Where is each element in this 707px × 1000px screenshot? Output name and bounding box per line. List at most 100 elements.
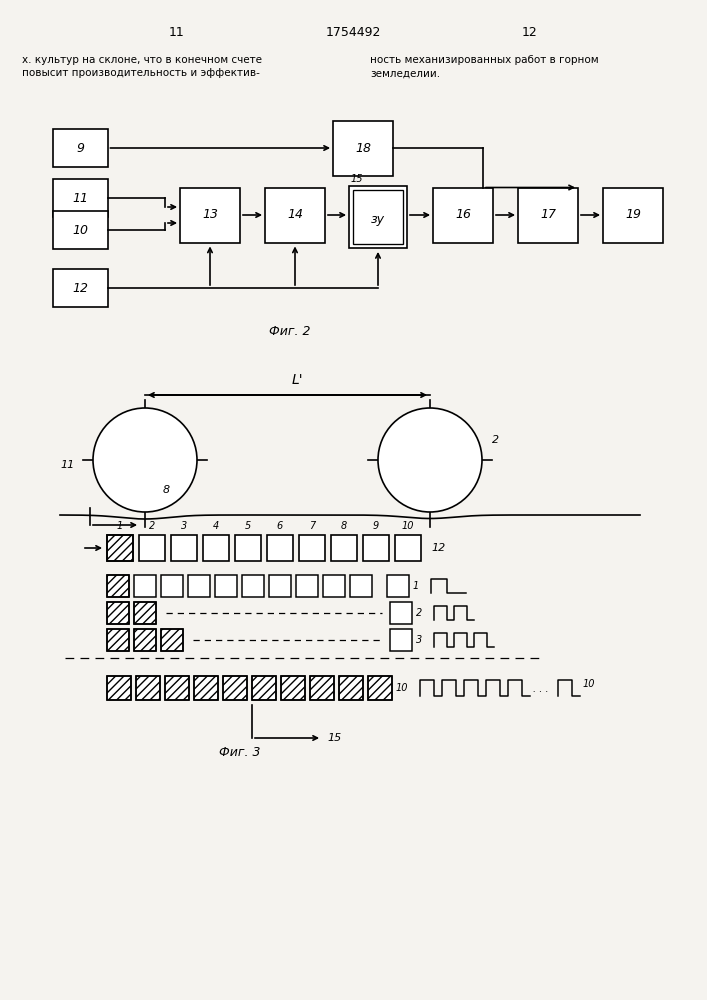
Bar xyxy=(518,188,578,242)
Text: 8: 8 xyxy=(163,485,170,495)
Bar xyxy=(296,575,318,597)
Bar xyxy=(52,179,107,217)
Text: 2: 2 xyxy=(492,435,499,445)
Text: 17: 17 xyxy=(540,209,556,222)
Bar xyxy=(107,535,133,561)
Bar xyxy=(161,629,183,651)
Bar xyxy=(349,186,407,248)
Text: 1: 1 xyxy=(117,521,123,531)
Text: 1: 1 xyxy=(413,581,419,591)
Bar xyxy=(134,575,156,597)
Bar xyxy=(134,629,156,651)
Bar xyxy=(331,535,357,561)
Text: ность механизированных работ в горном
земледелии.: ность механизированных работ в горном зе… xyxy=(370,55,599,78)
Text: 2: 2 xyxy=(149,521,155,531)
Text: 4: 4 xyxy=(213,521,219,531)
Bar xyxy=(107,535,133,561)
Bar xyxy=(188,575,210,597)
Text: 7: 7 xyxy=(309,521,315,531)
Bar xyxy=(281,676,305,700)
Bar xyxy=(136,676,160,700)
Bar xyxy=(299,535,325,561)
Bar xyxy=(368,676,392,700)
Text: 19: 19 xyxy=(625,209,641,222)
Text: 12: 12 xyxy=(431,543,445,553)
Bar xyxy=(215,575,237,597)
Bar xyxy=(223,676,247,700)
Text: Фиг. 3: Фиг. 3 xyxy=(219,746,261,759)
Text: 12: 12 xyxy=(522,25,538,38)
Bar xyxy=(223,676,247,700)
Circle shape xyxy=(93,408,197,512)
Bar xyxy=(203,535,229,561)
Text: L': L' xyxy=(292,373,303,387)
Bar xyxy=(310,676,334,700)
Bar xyxy=(281,676,305,700)
Bar xyxy=(171,535,197,561)
Bar xyxy=(235,535,261,561)
Bar xyxy=(180,188,240,242)
Text: 10: 10 xyxy=(583,679,595,689)
Text: 10: 10 xyxy=(396,683,409,693)
Bar xyxy=(387,575,409,597)
Bar xyxy=(242,575,264,597)
Bar xyxy=(165,676,189,700)
Text: 15: 15 xyxy=(327,733,341,743)
Bar xyxy=(134,602,156,624)
Bar xyxy=(350,575,372,597)
Text: 5: 5 xyxy=(245,521,251,531)
Text: 15: 15 xyxy=(351,174,363,184)
Text: 10: 10 xyxy=(72,224,88,236)
Bar xyxy=(107,602,129,624)
Bar xyxy=(139,535,165,561)
Text: х. культур на склоне, что в конечном счете
повысит производительность и эффектив: х. культур на склоне, что в конечном сче… xyxy=(22,55,262,78)
Text: 11: 11 xyxy=(61,460,75,470)
Bar xyxy=(390,602,412,624)
Bar xyxy=(134,602,156,624)
Bar xyxy=(265,188,325,242)
Bar xyxy=(107,676,131,700)
Bar xyxy=(353,190,403,244)
Circle shape xyxy=(378,408,482,512)
Bar xyxy=(390,629,412,651)
Bar xyxy=(363,535,389,561)
Bar xyxy=(339,676,363,700)
Text: 11: 11 xyxy=(72,192,88,205)
Bar xyxy=(194,676,218,700)
Text: 8: 8 xyxy=(341,521,347,531)
Text: 1754492: 1754492 xyxy=(325,25,380,38)
Bar xyxy=(339,676,363,700)
Bar xyxy=(107,575,129,597)
Bar xyxy=(107,676,131,700)
Bar xyxy=(194,676,218,700)
Text: 11: 11 xyxy=(169,25,185,38)
Bar xyxy=(107,575,129,597)
Bar xyxy=(136,676,160,700)
Bar xyxy=(269,575,291,597)
Bar xyxy=(161,629,183,651)
Bar xyxy=(52,269,107,307)
Bar xyxy=(165,676,189,700)
Text: 3: 3 xyxy=(416,635,422,645)
Bar xyxy=(252,676,276,700)
Bar xyxy=(134,629,156,651)
Text: 6: 6 xyxy=(277,521,283,531)
Text: 13: 13 xyxy=(202,209,218,222)
Bar xyxy=(107,629,129,651)
Text: 12: 12 xyxy=(72,282,88,294)
Text: 16: 16 xyxy=(455,209,471,222)
Text: . . .: . . . xyxy=(533,684,549,694)
Text: 2: 2 xyxy=(416,608,422,618)
Text: Фиг. 2: Фиг. 2 xyxy=(269,325,311,338)
Bar xyxy=(252,676,276,700)
Bar xyxy=(368,676,392,700)
Bar xyxy=(52,129,107,167)
Text: зу: зу xyxy=(371,213,385,226)
Text: 9: 9 xyxy=(76,141,84,154)
Bar xyxy=(333,120,393,176)
Bar xyxy=(107,602,129,624)
Bar xyxy=(161,575,183,597)
Bar xyxy=(395,535,421,561)
Bar xyxy=(52,211,107,249)
Text: 14: 14 xyxy=(287,209,303,222)
